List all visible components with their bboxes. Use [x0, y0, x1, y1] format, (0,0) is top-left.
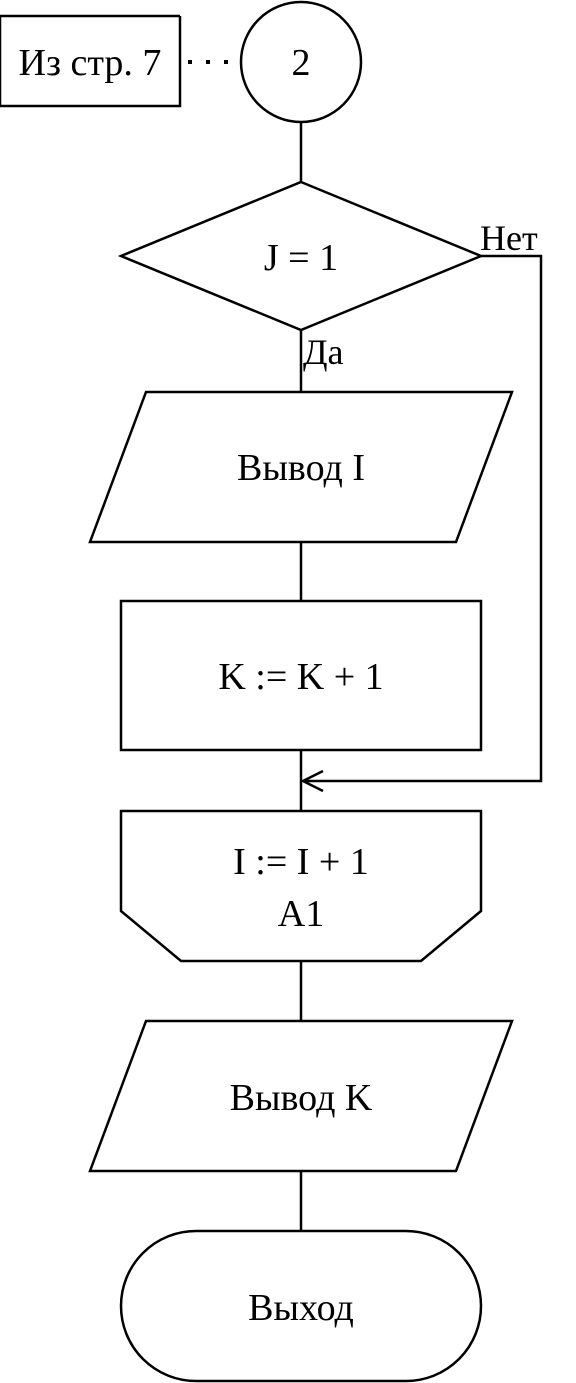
decision-diamond: J = 1	[117, 180, 485, 332]
output-k-parallelogram: Вывод K	[88, 1019, 514, 1173]
output-i-parallelogram: Вывод I	[88, 390, 514, 544]
process-k-box: K := K + 1	[119, 599, 483, 752]
loop-end-line1: I := I + 1	[233, 841, 369, 883]
output-k-shape	[88, 1019, 514, 1173]
connector-circle: 2	[239, 0, 363, 124]
terminator-shape	[119, 1229, 483, 1383]
no-branch-label: Нет	[480, 218, 538, 258]
process-k-shape	[119, 599, 483, 752]
arrowhead-icon	[300, 769, 324, 793]
decision-diamond-label: J = 1	[264, 237, 338, 279]
process-k-label: K := K + 1	[218, 656, 383, 698]
comment-box-bracket	[0, 14, 182, 108]
loop-end-block: I := I + 1 A1	[119, 809, 483, 963]
comment-box-label: Из стр. 7	[19, 42, 162, 84]
output-k-label: Вывод K	[230, 1077, 373, 1119]
terminator-label: Выход	[248, 1287, 354, 1329]
yes-branch-label: Да	[303, 332, 344, 372]
output-i-label: Вывод I	[237, 447, 365, 489]
loop-end-shape	[119, 809, 483, 963]
loop-end-line2: A1	[278, 893, 324, 935]
connector-circle-label: 2	[292, 42, 311, 84]
edge-no-branch	[303, 254, 543, 783]
output-i-shape	[88, 390, 514, 544]
comment-box: Из стр. 7	[0, 14, 182, 108]
terminator-block: Выход	[119, 1229, 483, 1383]
